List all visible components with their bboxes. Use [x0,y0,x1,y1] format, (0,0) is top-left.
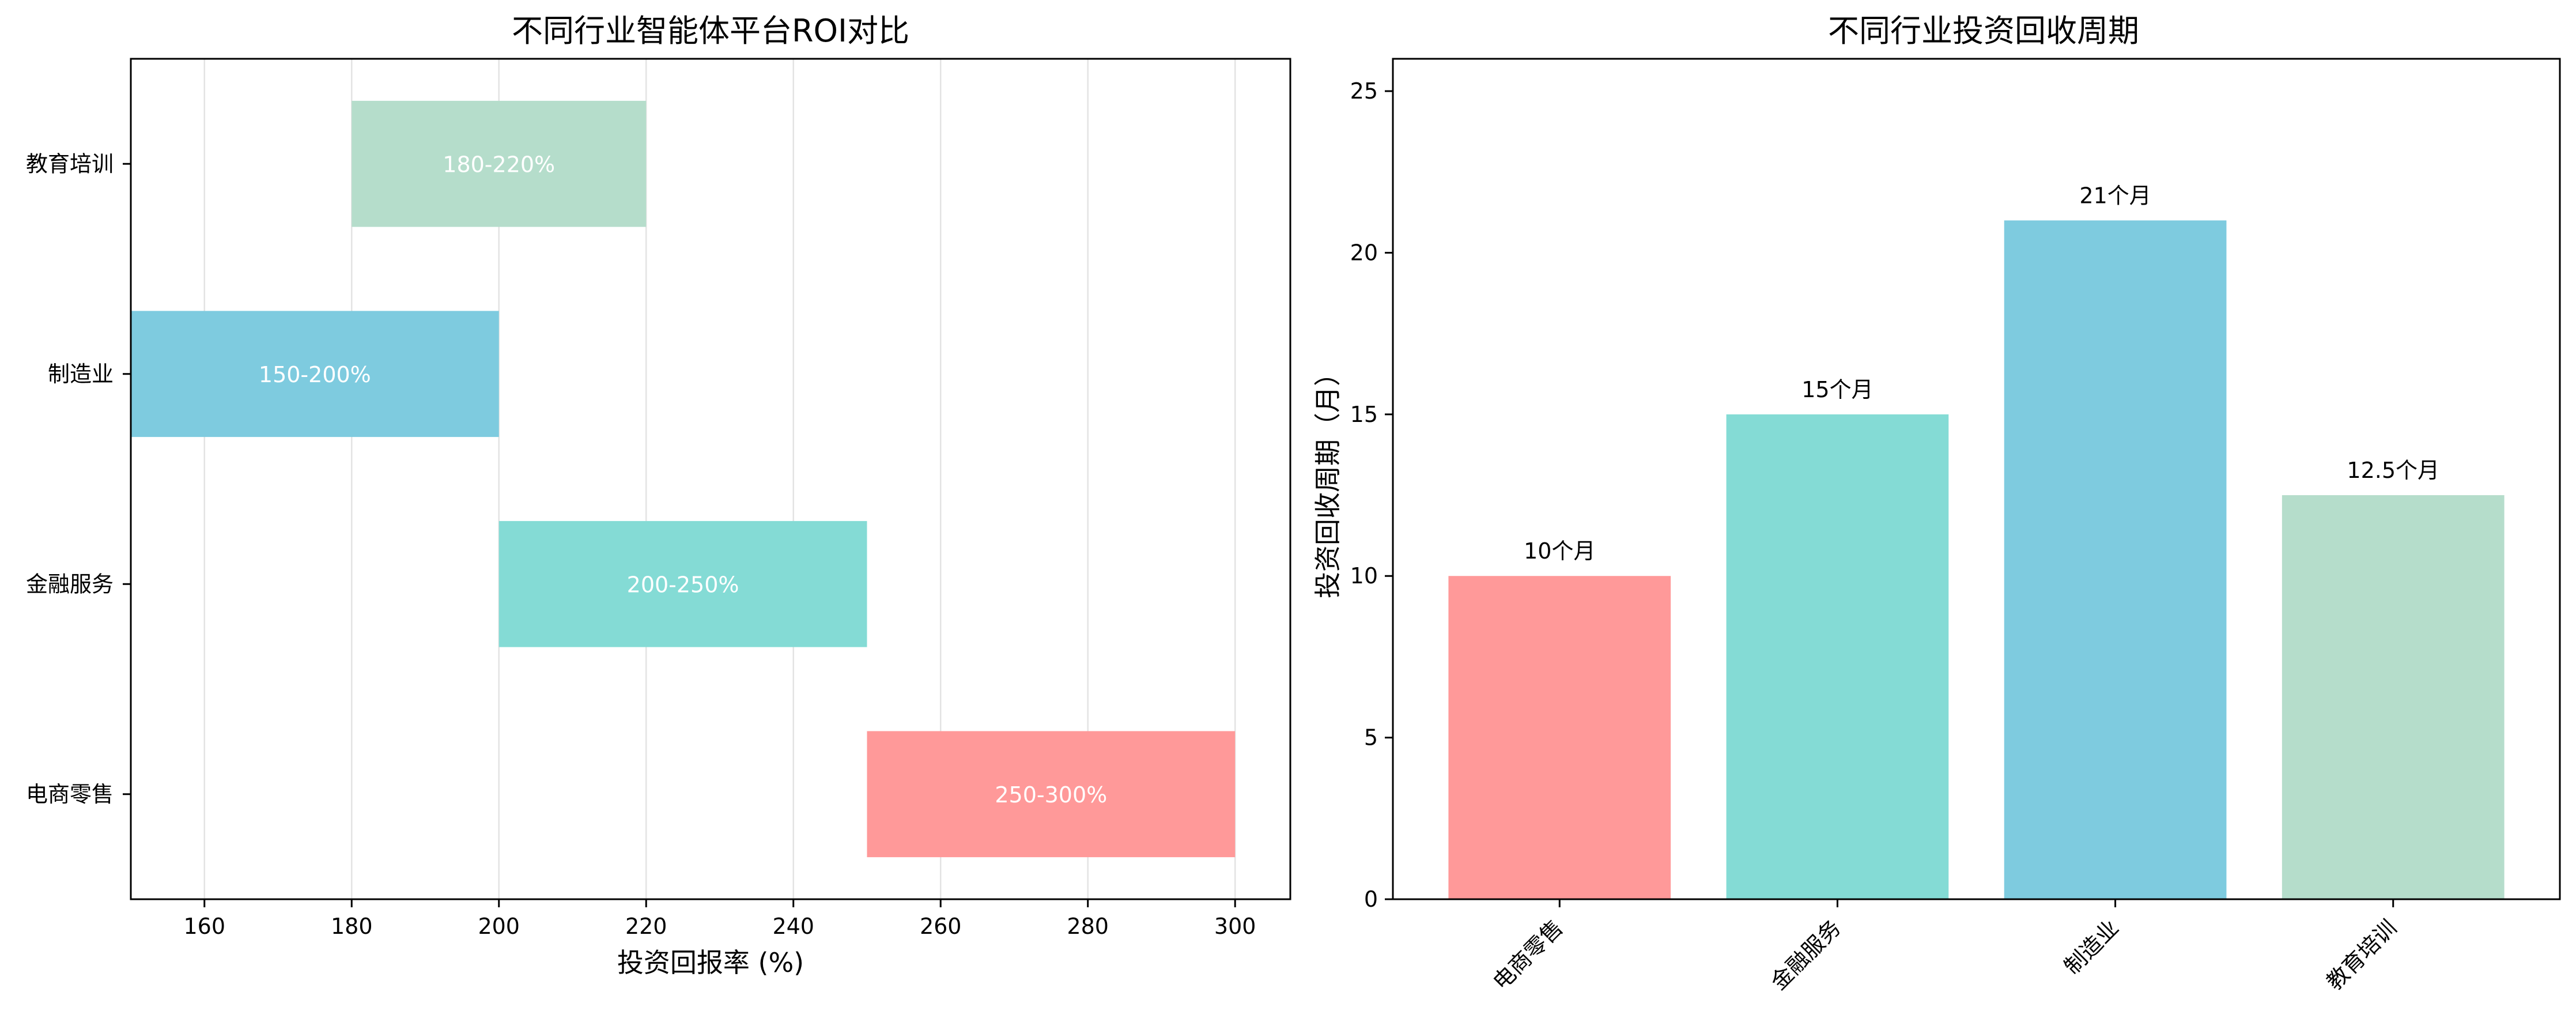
roi-plot-frame [130,58,1291,900]
payback-bar [1726,414,1949,899]
payback-value-label: 10个月 [1524,538,1595,564]
roi-x-tick-label: 300 [1214,914,1256,939]
roi-x-tick-label: 200 [478,914,520,939]
payback-value-labels: 10个月 15个月 21个月 12.5个月 [1524,183,2439,564]
payback-x-tick-label: 制造业 [2059,915,2124,979]
payback-y-tick-label: 20 [1350,240,1378,265]
roi-range-chart: 不同行业智能体平台ROI对比 250-300% 200-250% 150-200% 1… [26,13,1291,978]
payback-value-label: 12.5个月 [2347,458,2439,483]
payback-y-tick-label: 0 [1364,887,1378,912]
payback-x-tick-label: 金融服务 [1766,915,1846,995]
roi-x-tick-label: 260 [920,914,962,939]
roi-x-ticks: 160 180 200 220 240 260 280 300 [183,899,1256,939]
roi-bar-label: 180-220% [443,152,555,177]
roi-y-tick-label: 金融服务 [26,571,114,597]
roi-y-tick-label: 教育培训 [26,151,114,176]
payback-chart-title: 不同行业投资回收周期 [1828,13,2139,49]
payback-y-tick-label: 10 [1350,563,1378,589]
payback-period-chart: 不同行业投资回收周期 10个月 15个月 21个月 12.5个月 0 5 10 15 20 25… [1312,13,2561,995]
roi-bar [867,731,1236,858]
roi-x-tick-label: 280 [1067,914,1109,939]
roi-bar-label: 250-300% [995,782,1107,808]
roi-bar [131,311,499,438]
roi-y-tick-label: 电商零售 [26,782,114,807]
roi-x-axis-label: 投资回报率 (%) [617,947,804,978]
payback-x-ticks: 电商零售 金融服务 制造业 教育培训 [1488,899,2401,995]
roi-x-tick-label: 220 [625,914,667,939]
payback-x-tick-label: 教育培训 [2321,915,2401,995]
payback-value-label: 15个月 [1801,377,1873,402]
roi-bar [498,521,867,647]
payback-y-tick-label: 15 [1350,402,1378,427]
payback-y-tick-label: 5 [1364,725,1378,751]
roi-y-ticks: 电商零售 金融服务 制造业 教育培训 [26,151,131,807]
payback-y-tick-label: 25 [1350,78,1378,104]
payback-value-label: 21个月 [2079,183,2151,208]
roi-bars: 250-300% 200-250% 150-200% 180-220% [131,100,1236,858]
roi-chart-title: 不同行业智能体平台ROI对比 [512,13,909,49]
payback-plot-frame [1392,58,2561,900]
payback-bars [1448,220,2505,899]
payback-bar [1448,576,1671,899]
roi-bar-label: 200-250% [627,572,739,597]
roi-bar-label: 150-200% [259,362,371,387]
payback-y-axis-label: 投资回收周期（月） [1312,360,1343,598]
roi-x-tick-label: 160 [183,914,225,939]
payback-x-tick-label: 电商零售 [1488,915,1568,995]
payback-bar [2004,220,2227,899]
roi-bar [352,100,647,227]
payback-y-ticks: 0 5 10 15 20 25 [1350,78,1393,912]
roi-x-tick-label: 240 [772,914,814,939]
roi-x-tick-label: 180 [331,914,373,939]
roi-y-tick-label: 制造业 [48,361,114,387]
payback-bar [2282,495,2505,899]
